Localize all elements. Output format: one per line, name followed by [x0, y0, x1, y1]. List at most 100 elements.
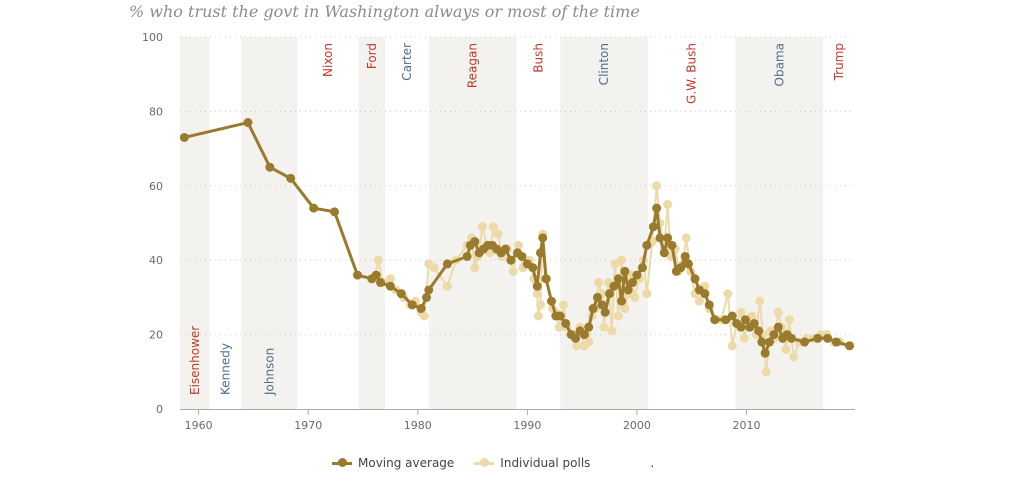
individual-poll-point [642, 289, 652, 299]
moving-average-point [765, 337, 775, 347]
legend-item-individual-polls[interactable]: Individual polls [474, 456, 590, 470]
individual-poll-point [508, 266, 518, 276]
y-tick-label: 40 [149, 254, 163, 267]
individual-poll-point [652, 181, 662, 191]
individual-poll-point [755, 296, 765, 306]
moving-average-point [605, 289, 615, 299]
moving-average-point [648, 222, 658, 232]
individual-poll-point [533, 311, 543, 321]
moving-average-point [740, 315, 750, 325]
legend-item-moving-average[interactable]: Moving average [332, 456, 454, 470]
legend-label-moving-average: Moving average [358, 456, 455, 470]
band-obama [735, 37, 824, 409]
moving-average-point [309, 203, 319, 213]
series-moving-average [179, 118, 855, 358]
moving-average-point [667, 240, 677, 250]
moving-average-point [659, 248, 669, 258]
individual-poll-point [781, 344, 791, 354]
individual-poll-point [773, 307, 783, 317]
president-label: Clinton [597, 43, 611, 85]
president-label: Trump [832, 43, 846, 81]
band-reagan [428, 37, 517, 409]
moving-average-point [736, 322, 746, 332]
individual-poll-point [572, 341, 582, 351]
individual-poll-point [613, 311, 623, 321]
individual-poll-point [620, 304, 630, 314]
band-ford [358, 37, 385, 409]
president-labels: Eisenhower Kennedy Johnson Nixon Ford Carter R… [188, 43, 846, 396]
moving-average-point [555, 311, 565, 321]
moving-average-point [584, 322, 594, 332]
president-label: Ford [365, 43, 379, 69]
moving-average-point [265, 162, 275, 172]
moving-average-point [561, 318, 571, 328]
moving-average-point [424, 285, 434, 295]
x-tick-label: 1960 [185, 419, 213, 432]
moving-average-point [179, 132, 189, 142]
moving-average-point [376, 278, 386, 288]
moving-average-point [541, 274, 551, 284]
moving-average-point [422, 292, 432, 302]
moving-average-point [680, 251, 690, 261]
individual-poll-point [617, 255, 627, 265]
president-label: Carter [400, 43, 414, 81]
moving-average-point [470, 237, 480, 247]
moving-average-point [617, 296, 627, 306]
moving-average-point [500, 244, 510, 254]
individual-poll-point [477, 222, 487, 232]
individual-poll-point [493, 229, 503, 239]
moving-average-point [642, 240, 652, 250]
moving-average-point [620, 266, 630, 276]
x-axis: 1960 1970 1980 1990 2000 2010 [180, 409, 855, 432]
individual-poll-point [727, 341, 737, 351]
moving-average-point [517, 251, 527, 261]
moving-average-point [330, 207, 340, 217]
individual-poll-point [559, 300, 569, 310]
individual-poll-point [514, 240, 524, 250]
individual-poll-point [488, 222, 498, 232]
individual-poll-point [736, 307, 746, 317]
individual-poll-point [485, 248, 495, 258]
x-tick-label: 2000 [623, 419, 651, 432]
moving-average-point [704, 300, 714, 310]
individual-poll-point [630, 292, 640, 302]
x-tick-label: 1980 [404, 419, 432, 432]
moving-average-point [597, 300, 607, 310]
individual-poll-point [663, 199, 673, 209]
moving-average-point [786, 333, 796, 343]
moving-average-point [800, 337, 810, 347]
individual-poll-point [532, 289, 542, 299]
president-label: G.W. Bush [685, 43, 699, 104]
moving-average-point [628, 278, 638, 288]
x-tick-label: 1990 [513, 419, 541, 432]
legend: Moving average Individual polls . [332, 456, 654, 470]
moving-average-point [632, 270, 642, 280]
individual-polls-swatch-icon [474, 458, 495, 468]
moving-average-point [754, 326, 764, 336]
president-label: Obama [772, 43, 786, 86]
individual-poll-point [373, 255, 383, 265]
moving-average-point [710, 315, 720, 325]
band-eisenhower [180, 37, 210, 409]
president-label: Nixon [321, 43, 335, 77]
individual-poll-point [747, 311, 757, 321]
moving-average-point [623, 285, 633, 295]
individual-poll-point [739, 333, 749, 343]
president-label: Reagan [466, 43, 480, 88]
individual-poll-point [761, 367, 771, 377]
y-tick-label: 0 [156, 403, 163, 416]
moving-average-point [813, 333, 823, 343]
moving-average-point [462, 251, 472, 261]
moving-average-point [676, 263, 686, 273]
individual-poll-point [429, 263, 439, 273]
moving-average-point [760, 348, 770, 358]
moving-average-point [609, 281, 619, 291]
individual-poll-point [784, 315, 794, 325]
moving-average-point [532, 281, 542, 291]
x-tick-label: 1970 [294, 419, 322, 432]
moving-average-point [243, 118, 253, 128]
moving-average-point [407, 300, 417, 310]
individual-poll-point [594, 278, 604, 288]
moving-average-point [823, 333, 833, 343]
